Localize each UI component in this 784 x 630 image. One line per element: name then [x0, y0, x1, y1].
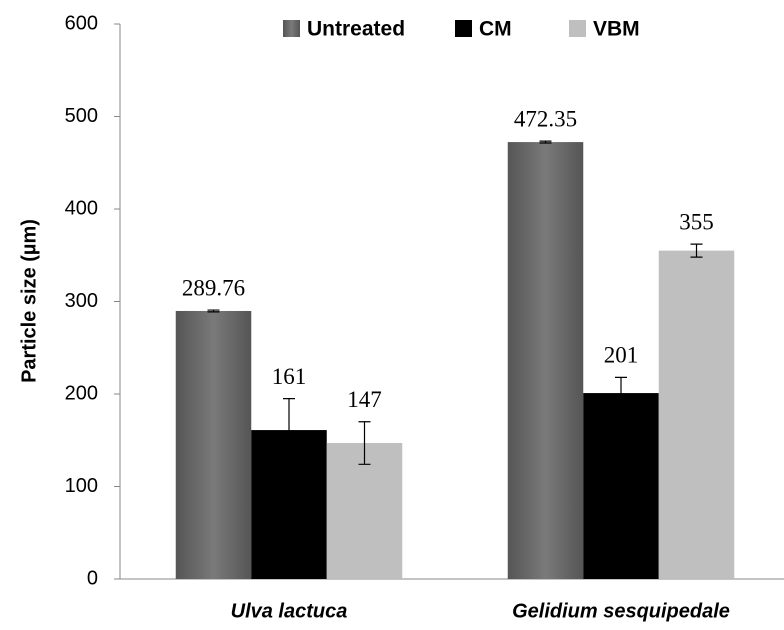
legend-swatch — [283, 20, 300, 37]
value-label: 472.35 — [514, 106, 577, 131]
bar — [658, 250, 735, 579]
value-label: 201 — [604, 343, 639, 368]
error-bar — [539, 140, 552, 144]
y-tick-label: 600 — [65, 12, 98, 34]
error-bar — [690, 243, 703, 258]
value-label: 161 — [272, 364, 307, 389]
value-label: 147 — [347, 387, 382, 412]
legend-label: Untreated — [307, 18, 405, 41]
error-bar — [615, 376, 627, 410]
y-tick-label: 0 — [87, 567, 98, 589]
legend-swatch — [569, 20, 586, 37]
y-tick-label: 100 — [65, 475, 98, 497]
legend-swatch — [455, 20, 472, 37]
value-label: 355 — [679, 209, 714, 234]
error-bar — [207, 309, 220, 313]
legend-label: CM — [479, 18, 512, 41]
bar — [326, 443, 403, 579]
error-bar — [283, 398, 295, 463]
legend-label: VBM — [593, 18, 640, 41]
y-tick-label: 500 — [65, 105, 98, 127]
value-label: 289.76 — [182, 275, 245, 300]
y-tick-label: 400 — [65, 197, 98, 219]
y-tick-label: 300 — [65, 290, 98, 312]
error-bar — [358, 421, 371, 465]
bar — [507, 142, 584, 580]
y-axis-title: Particle size (µm) — [18, 219, 40, 383]
bar — [583, 393, 659, 579]
x-tick-label: Gelidium sesquipedale — [512, 600, 730, 622]
bar — [175, 310, 252, 579]
x-tick-label: Ulva lactuca — [231, 600, 348, 622]
y-tick-label: 200 — [65, 382, 98, 404]
